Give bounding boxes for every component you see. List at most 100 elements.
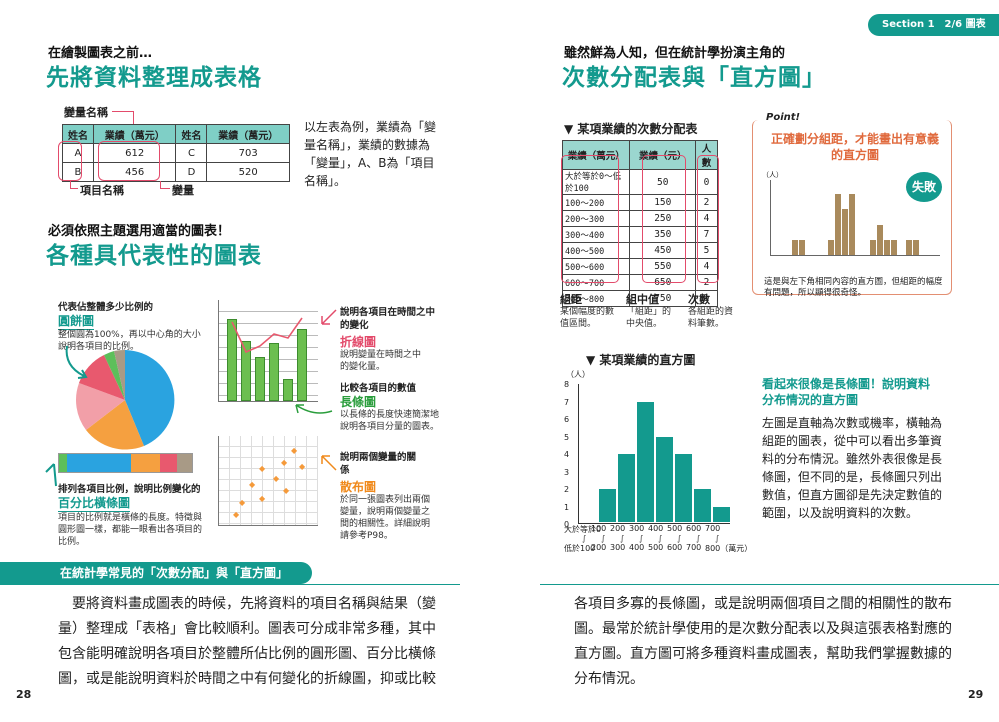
hist-ytick: 0 <box>564 520 570 529</box>
hist-ytick: 2 <box>564 485 570 494</box>
table-note: 以左表為例，業績為「變量名稱」，業績的數據為「變量」，A、B為「項目名稱」。 <box>304 120 437 188</box>
point-bar <box>884 239 891 255</box>
scatter-point: ◆ <box>281 458 288 467</box>
mid-note: 「組距」的中央值。 <box>626 307 672 329</box>
pie-slice <box>76 383 125 430</box>
pie-desc: 代表佔整體多少比例的 <box>58 302 154 313</box>
point-bar <box>877 224 884 255</box>
bar <box>227 319 237 401</box>
hist-xtick: 700 <box>686 543 702 552</box>
hist-xtick: 600 <box>686 524 702 533</box>
pie-chart <box>76 349 175 450</box>
freq-cell: 750 <box>629 290 697 307</box>
hist-xbot: 低於100 200 300 400 500 600 700 800（萬元） <box>560 543 760 555</box>
item-leader <box>70 181 78 189</box>
variable-table: 姓名 業績（萬元） 姓名 業績（萬元） A 612 C 703 B 456 D 520 <box>62 124 290 182</box>
scatter-point: ◆ <box>299 462 306 471</box>
var-name-label: 變量名稱 <box>64 106 108 119</box>
left-paragraph: 要將資料畫成圖表的時候，先將資料的項目名稱與結果（變 量）整理成「表格」會比較順… <box>58 596 436 687</box>
variable-highlight <box>98 141 160 181</box>
pie-note: 整個圓為100%，再以中心角的大小說明各項目的比例。 <box>58 330 201 352</box>
scatter-point: ◆ <box>239 498 246 507</box>
pie-name: 圓餅圖 <box>58 314 95 330</box>
hist-xtick: 400 <box>629 543 645 552</box>
stack-desc: 排列各項目比例，說明比例變化的 <box>58 484 201 495</box>
hist-xtick: 300 <box>610 543 626 552</box>
point-bar <box>905 239 912 255</box>
stack-arrow <box>45 463 57 487</box>
stacked-bar <box>58 453 193 473</box>
stack-note: 項目的比例就是橫條的長度。特徵與圓形圖一樣，都能一眼看出各項目的比例。 <box>58 513 203 547</box>
right-paragraph: 各項目多寡的長條圖，或是說明兩個項目之間的相關性的散布 圖。最常於統計學使用的是… <box>574 596 952 687</box>
hist-bar <box>579 521 598 523</box>
right-intro-big: 次數分配表與「直方圖」 <box>562 65 826 91</box>
freq-row: 100～200 150 2 <box>561 194 718 211</box>
bar <box>255 357 265 401</box>
scatter-arrow <box>321 455 337 471</box>
item-highlight <box>58 141 82 181</box>
section-bar: 在統計學常見的「次數分配」與「直方圖」 <box>0 562 312 584</box>
fail-badge: 失敗 <box>906 172 942 202</box>
point-chart <box>770 180 940 256</box>
pie-slice <box>114 349 125 400</box>
freq-row: 300～400 350 7 <box>561 226 718 243</box>
hist-ytick: 1 <box>564 502 570 512</box>
scatter-note: 於同一張圖表列出兩個變量，說明兩個變量之間的相關性。詳細說明請參考P98。 <box>340 495 431 541</box>
hist-xmid: ∫ ∫ ∫ ∫ ∫ ∫ ∫ ∫ <box>560 534 740 544</box>
point-bar <box>827 239 834 255</box>
hist-xtick: 500 <box>648 543 664 552</box>
scatter-point: ◆ <box>233 510 240 519</box>
hist-yaxis: 8 7 6 5 4 3 2 1 0 <box>564 380 574 529</box>
interval-highlight <box>561 155 619 283</box>
bar-note: 以長條的長度快速簡潔地說明各項目分量的圖表。 <box>340 410 440 432</box>
left-intro-big: 先將資料整理成表格 <box>46 65 262 91</box>
count-note: 各組距的資料筆數。 <box>688 307 734 329</box>
bar <box>269 343 279 401</box>
scatter-desc: 說明兩個變量的關係 <box>340 452 417 476</box>
stacked-seg <box>160 454 178 472</box>
mid-highlight <box>642 155 686 283</box>
pie-slice <box>86 400 144 450</box>
hist-ylabel: （人） <box>566 370 590 379</box>
hist-range-mark: ∫ <box>620 534 625 543</box>
hist-ytick: 4 <box>564 450 570 459</box>
left-choose-small: 必須依照主題選用適當的圖表！ <box>48 224 231 239</box>
point-title: 正確劃分組距，才能畫出有意義的直方圖 <box>770 132 939 162</box>
freq-cell: 50 <box>629 169 697 195</box>
hist-xtick: 低於100 <box>564 544 596 553</box>
scatter-point: ◆ <box>259 494 266 503</box>
hist-range-mark: ∫ <box>601 534 606 543</box>
freq-title: ▼ 某項業績的次數分配表 <box>564 122 698 136</box>
point-bar <box>792 239 799 255</box>
bar <box>283 379 293 401</box>
stacked-seg <box>177 454 192 472</box>
point-bar <box>870 239 877 255</box>
stack-name: 百分比橫條圖 <box>58 496 131 512</box>
pie-arrow <box>65 345 88 379</box>
section-tag: Section 1 2/6 圖表 <box>868 14 999 36</box>
hist-range-mark: ∫ <box>658 534 663 543</box>
line-series <box>231 317 303 354</box>
freq-cell: 700～800 <box>561 290 631 307</box>
hist-xtick: 400 <box>648 524 664 533</box>
var-name-leader <box>112 111 134 125</box>
count-highlight <box>697 155 719 283</box>
hist-range-mark: ∫ <box>715 534 720 543</box>
histogram <box>578 384 731 524</box>
hist-range-mark: ∫ <box>639 534 644 543</box>
stacked-seg <box>66 454 81 472</box>
hist-ytick: 5 <box>564 432 570 442</box>
hist-range-mark: ∫ <box>582 534 587 543</box>
bar-name: 長條圖 <box>340 395 377 409</box>
side-text: 左圖是直軸為次數或機率，橫軸為組距的圖表，從中可以看出多筆資料的分布情況。雖然外… <box>762 416 943 520</box>
hist-ytick: 8 <box>564 380 570 389</box>
point-bar <box>799 239 806 255</box>
variable-label: 變量 <box>172 184 194 197</box>
point-bar <box>841 209 848 255</box>
point-bar <box>834 194 841 255</box>
variable-leader <box>160 181 170 189</box>
line-name: 折線圖 <box>340 335 377 349</box>
hist-xtick: 600 <box>667 543 683 552</box>
scatter-point: ◆ <box>283 486 290 495</box>
scatter-chart: ◆ ◆ ◆ ◆ ◆ ◆ ◆ ◆ ◆ ◆ <box>218 436 318 526</box>
